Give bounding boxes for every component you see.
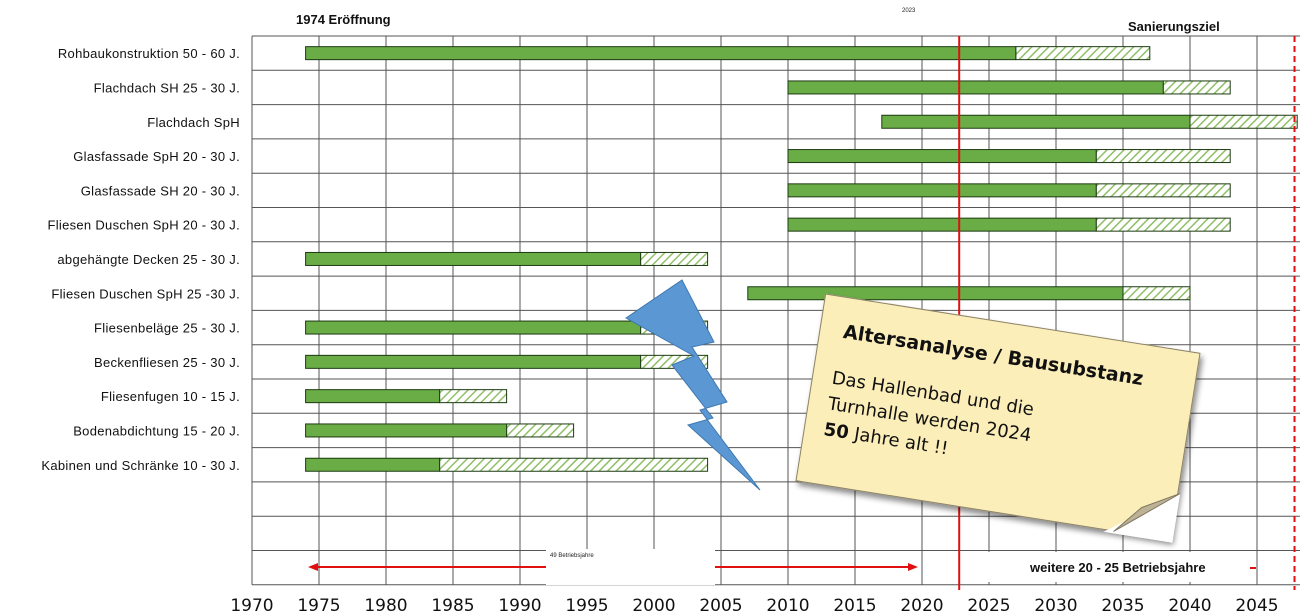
task-labels: Rohbaukonstruktion 50 - 60 J. Flachdach S…	[41, 46, 240, 473]
bar-used	[747, 286, 1124, 301]
x-tick-label: 2000	[632, 596, 675, 614]
page-curl-icon	[1103, 492, 1181, 543]
task-label: Rohbaukonstruktion 50 - 60 J.	[58, 46, 240, 61]
bar-used	[305, 423, 508, 438]
x-tick-label: 2045	[1235, 596, 1278, 614]
bar-used	[305, 251, 642, 266]
bar-remaining	[1122, 286, 1191, 301]
task-label: abgehängte Decken 25 - 30 J.	[57, 252, 240, 267]
bar-remaining	[439, 389, 508, 404]
bar-remaining	[506, 423, 575, 438]
bar-used	[305, 320, 642, 335]
task-label: Fliesen Duschen SpH 25 -30 J.	[51, 286, 240, 301]
task-label: Fliesenfugen 10 - 15 J.	[101, 389, 240, 404]
x-tick-label: 2005	[699, 596, 742, 614]
bar-remaining	[1015, 46, 1151, 61]
task-label: Flachdach SpH	[147, 115, 240, 130]
bar-remaining	[439, 457, 709, 472]
current-year-label-box	[898, 3, 966, 35]
bars-layer	[305, 46, 1298, 472]
x-tick-label: 2035	[1101, 596, 1144, 614]
x-tick-label: 1970	[230, 596, 273, 614]
bar-used	[787, 149, 1097, 164]
bar-used	[305, 354, 642, 369]
operation-years-arrow	[308, 563, 918, 571]
operation-years-box	[546, 549, 715, 585]
further-years-label: weitere 20 - 25 Betriebsjahre	[1029, 560, 1206, 575]
x-axis: 1970 1975 1980 1985 1990 1995 2000 2005 2010 2015…	[230, 596, 1278, 614]
bar-remaining	[1095, 149, 1231, 164]
opening-label: 1974 Eröffnung	[296, 12, 391, 27]
bar-used	[787, 217, 1097, 232]
x-tick-label: 1990	[498, 596, 541, 614]
x-tick-label: 1975	[297, 596, 340, 614]
bar-remaining	[1095, 183, 1231, 198]
further-years-box	[966, 552, 1256, 582]
task-label: Glasfassade SpH 20 - 30 J.	[73, 149, 240, 164]
task-label: Beckenfliesen 25 - 30 J.	[94, 355, 240, 370]
task-label: Fliesenbeläge 25 - 30 J.	[94, 321, 240, 336]
target-label: Sanierungsziel	[1128, 19, 1220, 34]
bar-used	[305, 389, 441, 404]
note-number: 50	[822, 419, 851, 444]
bar-remaining	[1189, 114, 1298, 129]
task-label: Glasfassade SH 20 - 30 J.	[81, 183, 240, 198]
bar-remaining	[1095, 217, 1231, 232]
bar-used	[787, 183, 1097, 198]
x-tick-label: 1980	[364, 596, 407, 614]
x-tick-label: 2010	[766, 596, 809, 614]
task-label: Flachdach SH 25 - 30 J.	[94, 80, 240, 95]
operation-years-label: 49 Betriebsjahre	[550, 553, 594, 559]
task-label: Fliesen Duschen SpH 20 - 30 J.	[47, 218, 240, 233]
bar-used	[305, 46, 1017, 61]
x-tick-label: 1985	[431, 596, 474, 614]
bar-used	[881, 114, 1191, 129]
x-tick-label: 1995	[565, 596, 608, 614]
bar-remaining	[640, 251, 709, 266]
task-label: Kabinen und Schränke 10 - 30 J.	[41, 458, 240, 473]
current-year-label: 2023	[902, 8, 916, 14]
x-tick-label: 2025	[967, 596, 1010, 614]
task-label: Bodenabdichtung 15 - 20 J.	[73, 423, 240, 438]
bar-remaining	[1162, 80, 1231, 95]
x-tick-label: 2040	[1168, 596, 1211, 614]
x-tick-label: 2030	[1034, 596, 1077, 614]
sticky-note: Altersanalyse / Bausubstanz Das Hallenba…	[795, 293, 1201, 543]
bar-used	[787, 80, 1164, 95]
x-tick-label: 2015	[833, 596, 876, 614]
x-tick-label: 2020	[900, 596, 943, 614]
lightning-icon	[625, 279, 761, 491]
bar-used	[305, 457, 441, 472]
